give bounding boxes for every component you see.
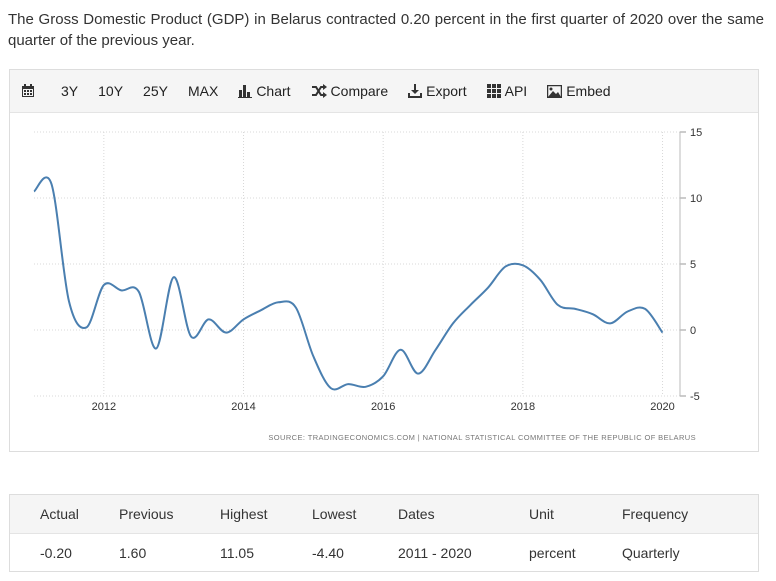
compare-label: Compare bbox=[330, 83, 389, 99]
range-max-button[interactable]: MAX bbox=[187, 83, 219, 99]
stats-value-row: -0.20 1.60 11.05 -4.40 2011 - 2020 perce… bbox=[10, 534, 758, 573]
chart-type-button[interactable]: Chart bbox=[228, 70, 300, 112]
chart-type-label: Chart bbox=[256, 83, 291, 99]
chart-source: SOURCE: TRADINGECONOMICS.COM | NATIONAL … bbox=[268, 433, 696, 442]
calendar-icon bbox=[22, 84, 34, 97]
chart-panel: 3Y 10Y 25Y MAX Chart Compare bbox=[9, 69, 759, 452]
y-tick-label: 10 bbox=[690, 193, 702, 205]
grid-icon bbox=[486, 84, 501, 98]
embed-button[interactable]: Embed bbox=[537, 70, 620, 112]
header-previous: Previous bbox=[119, 495, 220, 534]
y-tick-label: 5 bbox=[690, 259, 696, 271]
stats-table: Actual Previous Highest Lowest Dates Uni… bbox=[9, 494, 759, 572]
header-dates: Dates bbox=[398, 495, 529, 534]
bar-chart-icon bbox=[238, 85, 253, 98]
export-button[interactable]: Export bbox=[398, 70, 476, 112]
summary-text: The Gross Domestic Product (GDP) in Bela… bbox=[8, 11, 764, 49]
value-dates: 2011 - 2020 bbox=[398, 545, 472, 561]
value-lowest: -4.40 bbox=[312, 545, 344, 561]
y-tick-label: -5 bbox=[690, 391, 700, 403]
value-unit: percent bbox=[529, 545, 576, 561]
gdp-line-chart: 2012 2014 2016 2018 2020 15 10 5 0 -5 SOURCE: TR… bbox=[33, 127, 702, 442]
x-tick-label: 2016 bbox=[371, 401, 395, 413]
header-highest: Highest bbox=[220, 495, 312, 534]
x-tick-label: 2012 bbox=[92, 401, 116, 413]
export-label: Export bbox=[426, 83, 467, 99]
value-highest: 11.05 bbox=[220, 545, 254, 561]
y-tick-label: 15 bbox=[690, 127, 702, 139]
shuffle-icon bbox=[311, 84, 327, 98]
x-tick-label: 2018 bbox=[511, 401, 535, 413]
header-unit: Unit bbox=[529, 495, 622, 534]
value-frequency: Quarterly bbox=[622, 545, 680, 561]
header-frequency: Frequency bbox=[622, 495, 758, 534]
value-actual: -0.20 bbox=[40, 545, 72, 561]
api-button[interactable]: API bbox=[477, 70, 538, 112]
range-10y-button[interactable]: 10Y bbox=[98, 83, 124, 99]
x-tick-label: 2014 bbox=[231, 401, 255, 413]
api-label: API bbox=[504, 83, 528, 99]
header-lowest: Lowest bbox=[312, 495, 398, 534]
range-3y-button[interactable]: 3Y bbox=[61, 83, 79, 99]
compare-button[interactable]: Compare bbox=[301, 70, 399, 112]
range-25y-button[interactable]: 25Y bbox=[143, 83, 168, 99]
x-tick-label: 2020 bbox=[650, 401, 674, 413]
value-previous: 1.60 bbox=[119, 545, 147, 561]
header-actual: Actual bbox=[10, 495, 119, 534]
stats-header-row: Actual Previous Highest Lowest Dates Uni… bbox=[10, 495, 758, 534]
gdp-growth-line bbox=[33, 176, 664, 391]
y-tick-label: 0 bbox=[690, 325, 696, 337]
calendar-button[interactable] bbox=[10, 70, 51, 112]
chart-toolbar: 3Y 10Y 25Y MAX Chart Compare bbox=[10, 70, 758, 113]
image-icon bbox=[547, 84, 563, 98]
download-icon bbox=[408, 84, 423, 98]
embed-label: Embed bbox=[566, 83, 611, 99]
